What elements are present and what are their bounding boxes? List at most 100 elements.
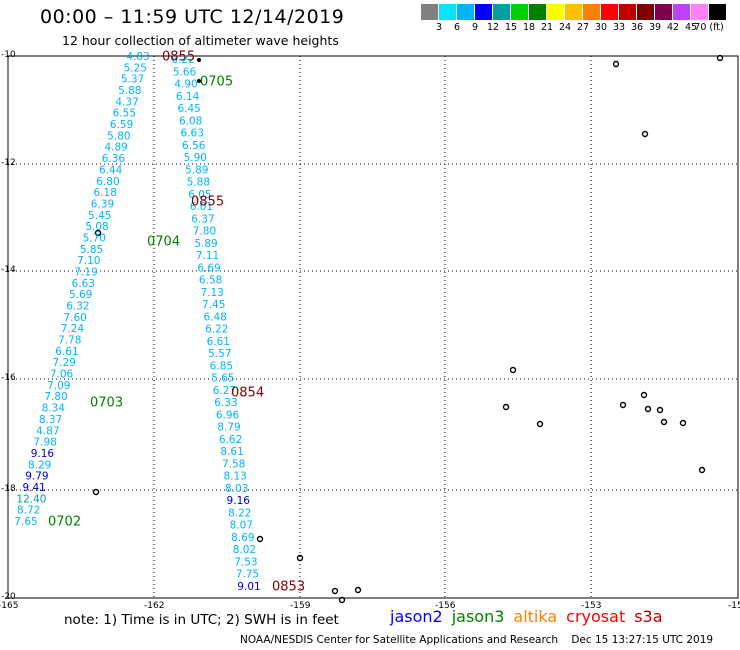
wave-height-b: 5.57	[208, 348, 231, 360]
legend-swatch	[619, 4, 637, 20]
wave-height-a: 7.98	[33, 437, 56, 449]
wave-height-b: 5.89	[194, 238, 217, 250]
wave-height-a: 9.41	[22, 482, 45, 494]
legend-label: 36	[630, 22, 644, 33]
legend-label: 6	[453, 22, 461, 33]
longitude-label: -156	[435, 601, 456, 611]
wave-height-b: 6.96	[216, 409, 240, 421]
wave-height-b: 8.07	[230, 520, 253, 532]
wave-height-a: 8.37	[39, 414, 62, 426]
wave-height-a: 5.70	[83, 232, 106, 244]
legend-label: 18	[522, 22, 536, 33]
wave-height-a: 4.37	[115, 96, 138, 108]
satellite-label: jason3	[451, 607, 505, 626]
satellite-label: jason2	[390, 607, 443, 626]
wave-height-a: 7.06	[50, 369, 74, 381]
island	[644, 405, 652, 413]
wave-height-a: 7.09	[47, 380, 70, 392]
latitude-label: -20	[1, 592, 16, 602]
latitude-label: -12	[1, 158, 16, 168]
legend-label: 21	[540, 22, 554, 33]
wave-height-b: 8.22	[228, 507, 251, 519]
island	[619, 401, 627, 409]
wave-height-b: 6.14	[176, 91, 200, 103]
wave-height-b: 5.66	[173, 66, 197, 78]
wave-height-b: 7.80	[193, 226, 216, 238]
time-stamp: 0703	[90, 396, 123, 411]
island	[698, 466, 706, 474]
legend-swatch	[655, 4, 673, 20]
legend-swatch	[421, 4, 439, 20]
island	[656, 406, 664, 414]
island	[536, 420, 544, 428]
wave-height-b: 6.08	[179, 115, 202, 127]
wave-height-b: 5.65	[211, 373, 234, 385]
wave-height-a: 5.37	[121, 74, 144, 86]
latitude-label: -14	[1, 265, 16, 275]
wave-height-a: 6.80	[96, 176, 119, 188]
legend-label: 3	[435, 22, 443, 33]
legend-label: 24	[558, 22, 572, 33]
legend-label: 30	[594, 22, 608, 33]
island	[197, 58, 201, 62]
island	[338, 596, 346, 604]
wave-height-a: 7.78	[58, 335, 81, 347]
legend-swatch	[493, 4, 511, 20]
wave-height-a: 6.61	[55, 346, 78, 358]
legend-swatch	[709, 4, 727, 20]
island	[641, 130, 649, 138]
longitude-label: -165	[0, 601, 19, 611]
wave-height-b: 7.45	[202, 299, 225, 311]
legend-swatch	[547, 4, 565, 20]
wave-height-b: 6.61	[207, 336, 230, 348]
wave-height-b: 8.13	[223, 471, 246, 483]
wave-height-b: 6.27	[213, 385, 236, 397]
wave-height-a: 7.24	[61, 323, 85, 335]
island	[92, 488, 100, 496]
time-stamp: 0702	[48, 515, 81, 530]
credit-line: NOAA/NESDIS Center for Satellite Applica…	[240, 634, 714, 646]
wave-height-b: 8.03	[225, 483, 248, 495]
wave-height-a: 7.80	[44, 391, 67, 403]
wave-height-a: 6.44	[99, 164, 123, 176]
island	[509, 366, 517, 374]
page-title: 00:00 – 11:59 UTC 12/14/2019	[40, 6, 345, 28]
wave-height-b: 6.56	[182, 140, 206, 152]
wave-height-b: 8.69	[231, 532, 254, 544]
wave-height-b: 7.11	[196, 250, 219, 262]
legend-swatch	[637, 4, 655, 20]
wave-height-b: 7.53	[234, 556, 257, 568]
satellite-legend: jason2 jason3 altika cryosat s3a	[390, 607, 672, 626]
legend-label: 39	[648, 22, 662, 33]
wave-height-b: 6.63	[181, 128, 204, 140]
satellite-label: s3a	[634, 607, 663, 626]
wave-height-b: 6.22	[171, 54, 194, 66]
longitude-label: -153	[581, 601, 602, 611]
wave-height-a: 4.83	[126, 51, 149, 63]
wave-height-a: 5.88	[118, 85, 141, 97]
wave-height-a: 7.19	[74, 266, 97, 278]
legend-swatch	[583, 4, 601, 20]
footnote: note: 1) Time is in UTC; 2) SWH is in fe…	[64, 612, 339, 628]
wave-height-a: 4.89	[104, 142, 127, 154]
wave-height-a: 6.36	[102, 153, 126, 165]
wave-height-b: 6.62	[219, 434, 242, 446]
wave-height-b: 6.33	[214, 397, 237, 409]
legend-label: 42	[666, 22, 680, 33]
island	[679, 419, 687, 427]
satellite-label: altika	[513, 607, 558, 626]
latitude-label: -16	[1, 373, 16, 383]
legend-label: 15	[504, 22, 518, 33]
wave-height-a: 7.10	[77, 255, 100, 267]
wave-height-b: 7.75	[236, 569, 259, 581]
legend-swatch	[565, 4, 583, 20]
island	[502, 403, 510, 411]
time-stamp: 0855	[162, 50, 195, 65]
wave-height-a: 7.60	[63, 312, 86, 324]
longitude-label: -150	[728, 601, 740, 611]
wave-height-b: 6.01	[190, 201, 213, 213]
island	[660, 418, 668, 426]
wave-height-a: 5.45	[88, 210, 111, 222]
wave-height-a: 5.08	[85, 221, 108, 233]
